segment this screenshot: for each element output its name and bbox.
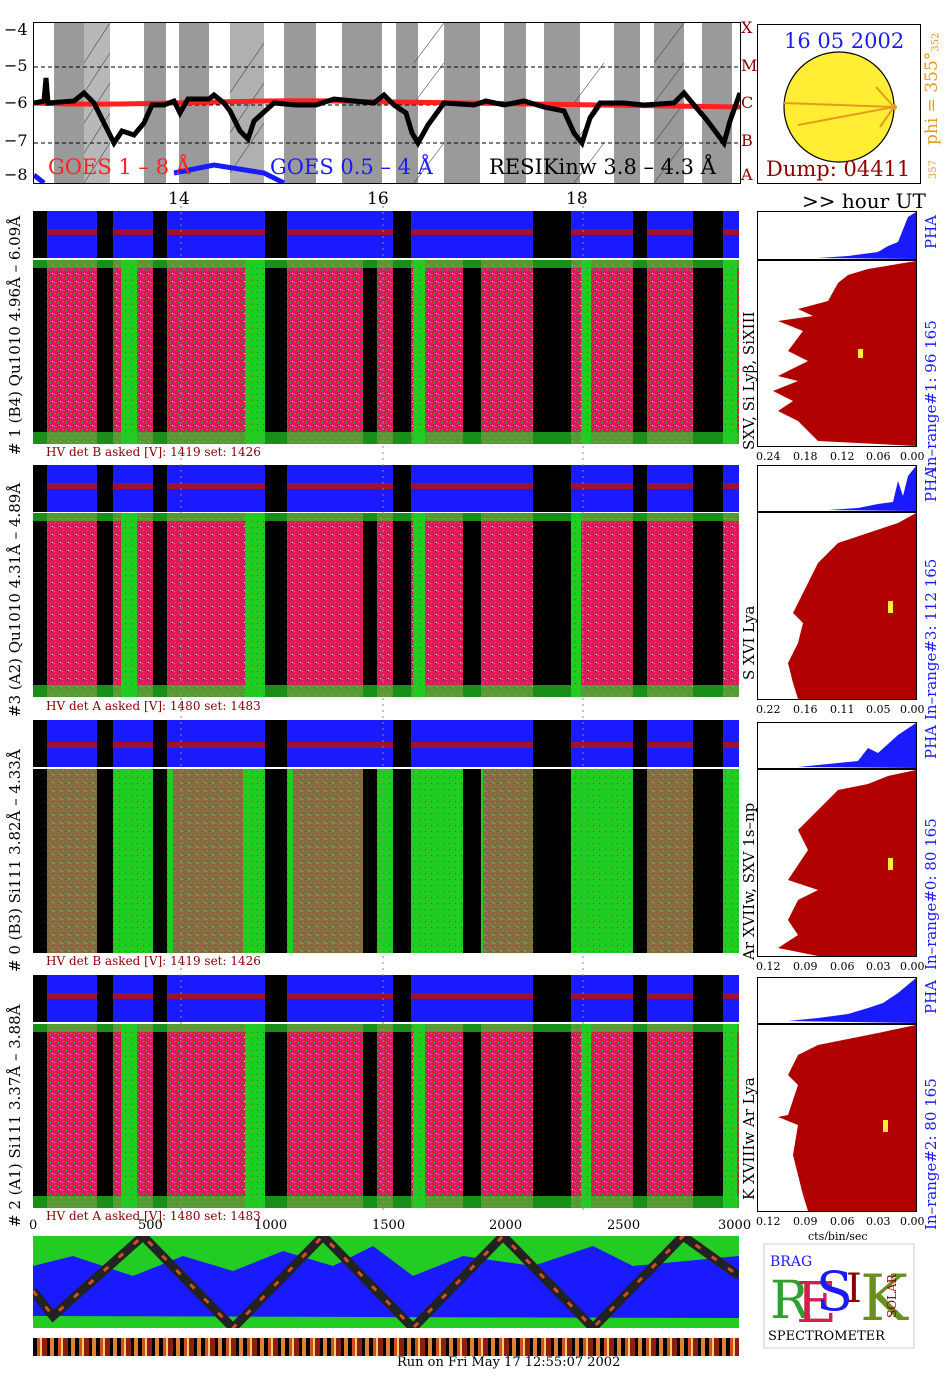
spectrum-tick: 0.18	[793, 450, 818, 463]
pha-label-0: PHA	[922, 725, 940, 760]
phi-small: 357	[928, 160, 939, 180]
hour-unit: >> hour UT	[802, 189, 926, 213]
inrange-label-2: In–range#2: 80 165	[922, 1078, 940, 1230]
spectrum-tick: 0.06	[830, 960, 855, 973]
spectrum-tick: 0.12	[756, 1215, 781, 1228]
y-tick: −4	[4, 20, 28, 39]
spectrum-tick: 0.06	[830, 1215, 855, 1228]
spectrum-tick: 0.00	[900, 960, 925, 973]
y-tick: −7	[4, 131, 28, 150]
spectrum-tick: 0.00	[900, 703, 925, 716]
spectrum-tick: 0.12	[756, 960, 781, 973]
flare-class: A	[741, 165, 753, 184]
lines-label-2: K XVIIIw Ar Lya	[740, 1077, 758, 1200]
channel-label-1: # 1 (B4) Qu1010 4.96Å – 6.09Å	[6, 215, 24, 455]
flare-class: M	[741, 56, 758, 75]
svg-text:I: I	[846, 1266, 862, 1312]
spectrum-tick: 0.00	[900, 450, 925, 463]
hv-label-1: HV det B asked [V]: 1419 set: 1426	[46, 445, 261, 459]
lines-label-3: S XVI Lya	[740, 605, 758, 680]
pha-hist-2	[757, 977, 917, 1024]
hour-tick: 14	[168, 189, 190, 209]
bottom-plot	[33, 1236, 739, 1328]
svg-text:S: S	[816, 1260, 853, 1323]
goes-short-label: GOES 0.5 – 4 Å	[270, 155, 433, 179]
x-tick: 1500	[372, 1218, 406, 1233]
hour-tick: 16	[367, 189, 389, 209]
hv-label-0: HV det B asked [V]: 1419 set: 1426	[46, 954, 261, 968]
x-tick: 500	[138, 1218, 163, 1233]
pha-hist-0	[757, 722, 917, 769]
resik-label: RESIKinw 3.8 – 4.3 Å	[489, 155, 716, 179]
inrange-label-3: In–range#3: 112 165	[922, 558, 940, 720]
x-tick: 2000	[489, 1218, 523, 1233]
spectrogram-2	[33, 1024, 739, 1208]
y-tick: −8	[4, 165, 28, 184]
channel-label-2: # 2 (A1) Si111 3.37Å – 3.88Å	[6, 1004, 24, 1227]
spectrogram-3	[33, 513, 739, 697]
svg-text:BRAG: BRAG	[770, 1254, 812, 1270]
spectrum-1	[757, 260, 917, 447]
spectrum-tick: 0.16	[793, 703, 818, 716]
sun-panel: 16 05 2002 Dump: 04411	[757, 24, 921, 184]
phi-label: phi = 355°352	[922, 32, 942, 145]
x-tick: 3000	[718, 1218, 752, 1233]
spectrum-tick: 0.05	[866, 703, 891, 716]
x-tick: 2500	[607, 1218, 641, 1233]
pha-hist-1	[757, 211, 917, 260]
spectrum-tick: 0.09	[793, 960, 818, 973]
spectrum-tick: 0.12	[830, 450, 855, 463]
hv-label-2: HV det A asked [V]: 1480 set: 1483	[46, 1209, 261, 1223]
goes-long-label: GOES 1 – 8 Å	[48, 155, 191, 179]
hour-tick: 18	[566, 189, 588, 209]
svg-text:SOLAR: SOLAR	[885, 1273, 899, 1318]
goes-plot: GOES 1 – 8 Å GOES 0.5 – 4 Å RESIKinw 3.8…	[33, 22, 741, 184]
flare-class: B	[741, 131, 753, 150]
spectrum-tick: 0.00	[900, 1215, 925, 1228]
inrange-label-0: In–range#0: 80 165	[922, 818, 940, 970]
pha-label-1: PHA	[922, 215, 940, 250]
hv-label-3: HV det A asked [V]: 1480 set: 1483	[46, 699, 261, 713]
lines-label-1: SXV, Si Lyβ, SiXIII	[740, 311, 758, 450]
spectrum-tick: 0.03	[866, 960, 891, 973]
svg-text:E: E	[796, 1271, 837, 1336]
y-tick: −5	[4, 56, 28, 75]
svg-text:K: K	[860, 1262, 909, 1336]
spectrum-tick: 0.06	[866, 450, 891, 463]
spectrum-tick: 0.09	[793, 1215, 818, 1228]
spectrum-tick: 0.11	[830, 703, 855, 716]
pha-label-2: PHA	[922, 980, 940, 1015]
date-label: 16 05 2002	[784, 29, 905, 53]
x-tick: 0	[29, 1218, 38, 1233]
flare-class: C	[741, 93, 754, 112]
inrange-label-1: In–range#1: 96 165	[922, 320, 940, 472]
resik-logo: R E S I K BRAG SOLAR SPECTROMETER	[760, 1240, 918, 1352]
pha-label-3: PHA	[922, 468, 940, 503]
footer-label: Run on Fri May 17 12:55:07 2002	[397, 1355, 621, 1370]
svg-text:R: R	[770, 1271, 811, 1331]
pha-strip-3	[33, 465, 739, 512]
color-bar	[33, 1338, 739, 1356]
channel-label-0: # 0 (B3) Si111 3.82Å – 4.33Å	[6, 749, 24, 972]
lines-label-0: Ar XVIIw, SXV 1s–np	[740, 802, 758, 960]
spectrogram-1	[33, 260, 739, 444]
channel-label-3: #3 (A2) Qu1010 4.31Å – 4.89Å	[6, 482, 24, 717]
y-tick: −6	[4, 93, 28, 112]
pha-hist-3	[757, 465, 917, 512]
svg-text:SPECTROMETER: SPECTROMETER	[768, 1329, 886, 1344]
spectrum-0	[757, 769, 917, 957]
x-tick: 1000	[254, 1218, 288, 1233]
pha-strip-1	[33, 211, 739, 258]
spectrogram-0	[33, 769, 739, 953]
pha-strip-0	[33, 720, 739, 767]
spectrum-3	[757, 512, 917, 700]
flare-class: X	[741, 18, 753, 37]
spectrum-tick: 0.22	[756, 703, 781, 716]
dump-label: Dump: 04411	[766, 157, 911, 181]
units-label: cts/bin/sec	[808, 1230, 868, 1243]
spectrum-2	[757, 1024, 917, 1212]
spectrum-tick: 0.03	[866, 1215, 891, 1228]
spectrum-tick: 0.24	[756, 450, 781, 463]
pha-strip-2	[33, 975, 739, 1022]
